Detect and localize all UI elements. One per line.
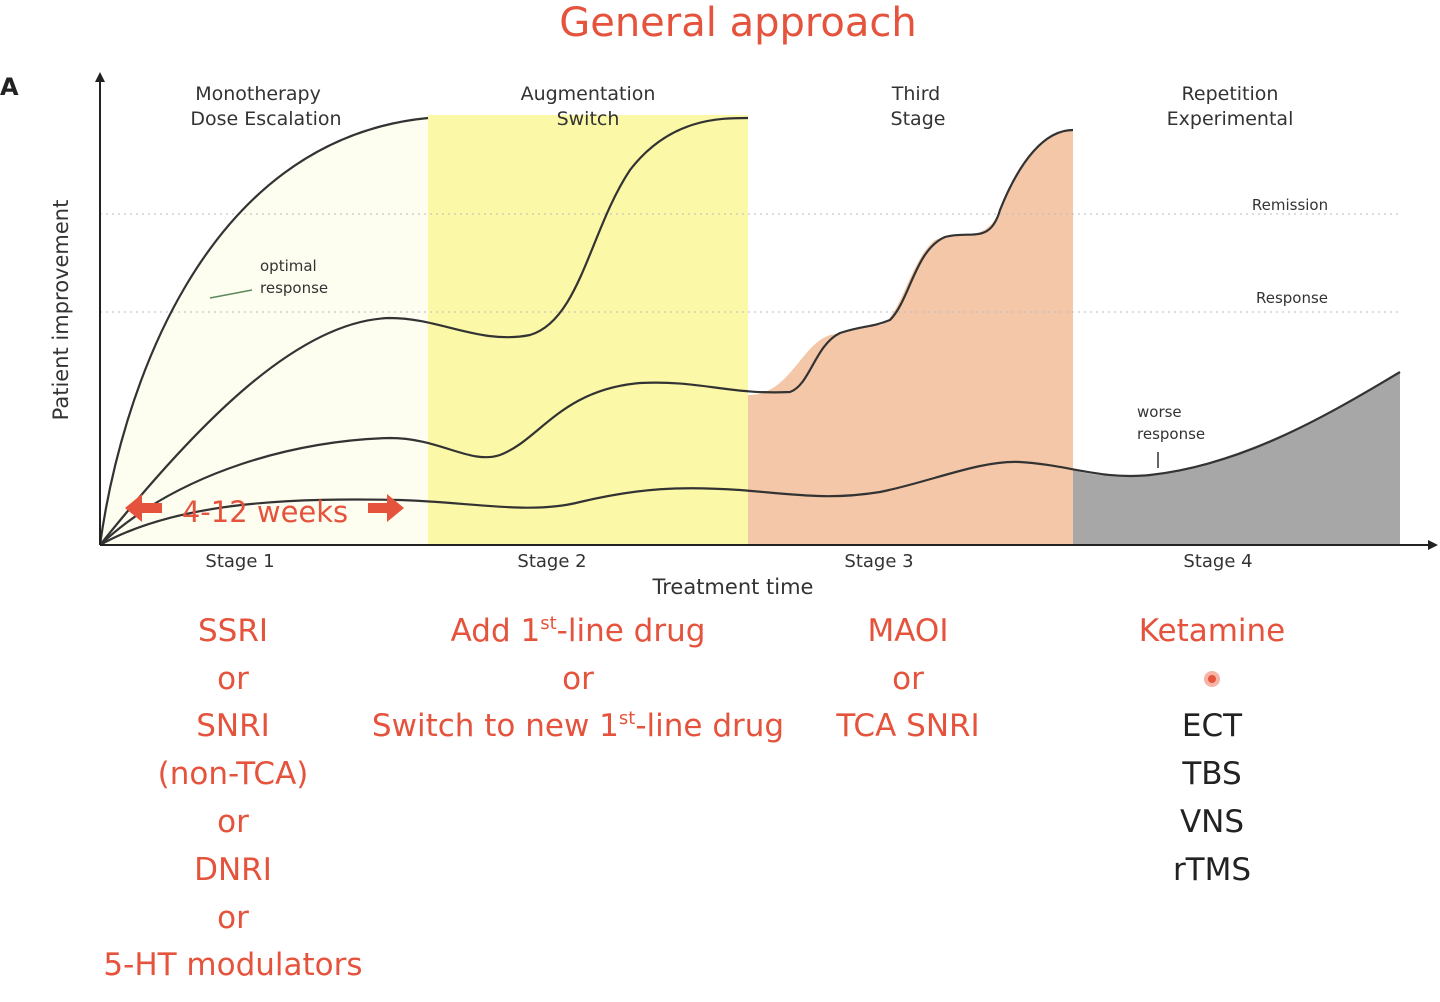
stage-1-treatment: or [217,804,249,840]
stage-2-header-line1: Augmentation [521,83,656,105]
stage-1-treatment: or [217,900,249,936]
y-axis-label: Patient improvement [49,200,73,421]
stage-2-treatment-switch: Switch to new 1st-line drug [372,708,784,744]
worse-response-label-line1: worse [1137,403,1182,421]
weeks-label: 4-12 weeks [182,495,348,529]
curve-stage3 [99,128,1074,546]
stage-4-region [1073,372,1400,545]
stage-3-treatment: TCA SNRI [835,708,979,744]
stage-1-treatment: 5-HT modulators [103,947,362,983]
stage-1-header-line2: Dose Escalation [190,108,341,130]
stage-2-label: Stage 2 [517,551,586,572]
stage-3-treatment: MAOI [868,613,949,649]
stage-4-treatment: rTMS [1173,852,1251,888]
worse-response-label-line2: response [1137,425,1205,443]
stage-3-header-line1: Third [891,83,940,105]
response-label: Response [1256,289,1328,307]
stage-1-region [100,118,428,545]
weeks-annotation: 4-12 weeks [125,494,404,529]
curve-stage2 [99,116,749,546]
stage-1-header-line1: Monotherapy [195,83,321,105]
stage-4-treatments: Ketamine ECT TBS VNS rTMS [1139,613,1286,888]
x-axis-label: Treatment time [652,575,814,599]
stage-1-treatment: SSRI [198,613,268,649]
stage-3-label: Stage 3 [844,551,913,572]
curve-stage4 [99,371,1401,546]
right-arrow-icon [368,494,404,522]
x-axis-arrow [1428,540,1438,550]
page-title: General approach [559,0,917,46]
stage-4-treatment-ketamine: Ketamine [1139,613,1286,649]
stage-3-treatment: or [892,661,924,697]
stage-2-header-line2: Switch [557,108,620,130]
stage-1-treatments: SSRI or SNRI (non-TCA) or DNRI or 5-HT m… [103,613,362,983]
stage-4-treatment: TBS [1181,756,1241,792]
stage-2-region [428,115,748,545]
left-arrow-icon [125,494,162,522]
stage-2-treatment-or: or [562,661,594,697]
stage-4-header-line1: Repetition [1182,83,1279,105]
stage-3-treatments: MAOI or TCA SNRI [835,613,979,744]
y-axis-arrow [95,72,105,82]
stage-4-header-line2: Experimental [1167,108,1294,130]
stage-4-label: Stage 4 [1183,551,1252,572]
curve-optimal [98,116,429,546]
stage-3-region [748,130,1073,545]
stage-1-treatment: DNRI [194,852,272,888]
optimal-response-pointer [209,289,253,299]
bullet-dot-icon-core [1208,675,1216,683]
stage-2-treatments: Add 1st-line drug or Switch to new 1st-l… [372,613,784,744]
stage-1-label: Stage 1 [205,551,274,572]
optimal-response-label-line1: optimal [260,257,317,275]
stage-4-treatment: ECT [1182,708,1243,744]
remission-label: Remission [1252,196,1328,214]
panel-letter: A [0,73,19,101]
stage-3-header-line2: Stage [891,108,946,130]
stage-4-treatment: VNS [1180,804,1244,840]
optimal-response-label-line2: response [260,279,328,297]
stage-2-treatment-add: Add 1st-line drug [451,613,706,649]
stage-1-treatment: (non-TCA) [158,756,309,792]
stage-1-treatment: or [217,661,249,697]
stage-1-treatment: SNRI [196,708,270,744]
